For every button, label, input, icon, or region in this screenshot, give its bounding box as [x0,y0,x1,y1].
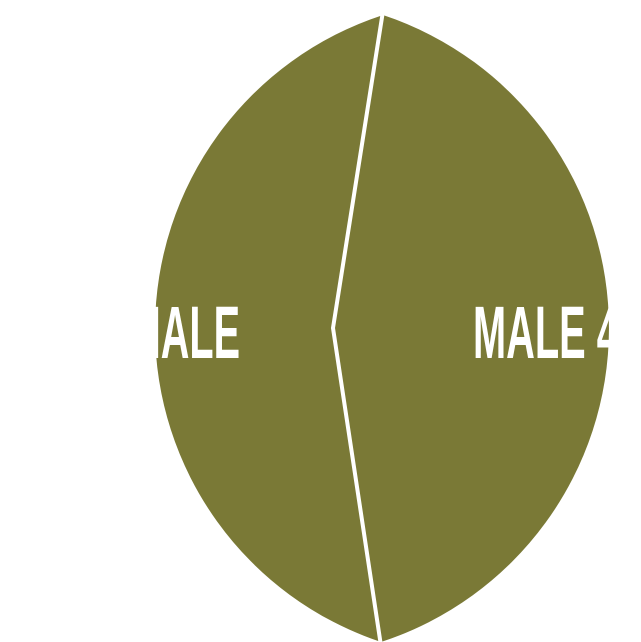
slice-label-male: MALE 45 [473,291,641,374]
pie-slice-male [333,15,609,642]
slice-divider [330,10,385,642]
labels-layer: 55 FEMALE MALE 45 [22,291,641,374]
divider-layer [330,10,385,642]
pie-slice-female [155,15,383,642]
slice-label-female: 55 FEMALE [22,291,240,374]
slices-layer [155,15,609,642]
